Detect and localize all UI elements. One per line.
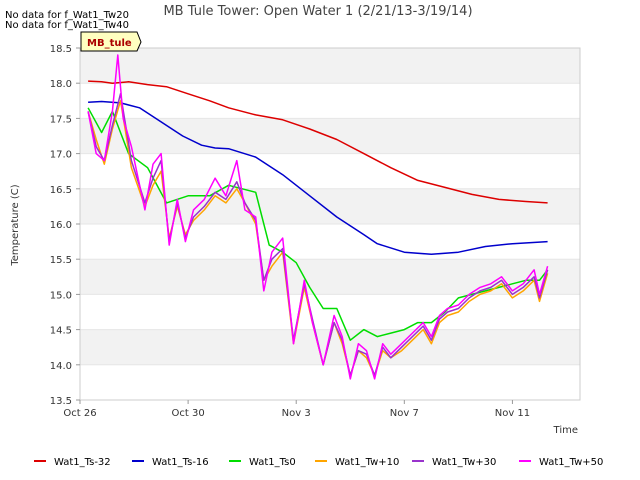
series-line-wat1-ts0 [87,107,549,341]
legend-label: Wat1_Ts0 [249,457,296,468]
y-tick-label: 17.5 [50,114,72,125]
no-data-note-2: No data for f_Wat1_Tw40 [5,20,129,31]
x-tick-label: Nov 7 [390,408,419,419]
x-axis-ticks: Oct 26 Oct 30 Nov 3 Nov 7 Nov 11 [63,400,530,419]
site-tag-box [80,31,142,52]
chart-title: MB Tule Tower: Open Water 1 (2/21/13-3/1… [163,4,472,19]
x-tick-label: Oct 26 [63,408,96,419]
y-tick-label: 14.5 [50,326,72,337]
legend-label: Wat1_Ts-16 [152,457,209,468]
y-axis-title: Temperature (C) [10,184,21,266]
legend-label: Wat1_Ts-32 [54,457,111,468]
y-tick-label: 15.0 [50,290,72,301]
series-line-wat1-tw-50 [87,54,549,380]
series-line-wat1-ts-16 [88,100,548,256]
site-tag-label: MB_tule [87,38,132,49]
x-axis-title: Time [553,425,578,436]
site-tag: MB_tule [80,31,142,52]
grid-band [80,118,580,154]
y-tick-label: 16.5 [50,185,72,196]
x-tick-label: Nov 3 [282,408,311,419]
no-data-note-1: No data for f_Wat1_Tw20 [5,10,129,21]
legend-label: Wat1_Tw+10 [335,457,399,468]
y-tick-label: 16.0 [50,220,72,231]
y-tick-label: 14.0 [50,361,72,372]
y-tick-label: 13.5 [50,396,72,407]
y-tick-label: 18.0 [50,79,72,90]
grid-bands [80,48,580,401]
x-tick-label: Oct 30 [172,408,205,419]
grid-band [80,188,580,224]
grid-band [80,48,580,84]
legend-label: Wat1_Tw+30 [432,457,496,468]
legend: Wat1_Ts-32 Wat1_Ts-16 Wat1_Ts0 Wat1_Tw+10 Wa… [34,457,603,468]
y-tick-label: 15.5 [50,255,72,266]
y-axis-ticks: 13.5 14.0 14.5 15.0 15.5 16.0 16.5 17.0 17.5 18.0… [50,44,80,407]
x-tick-label: Nov 11 [495,408,530,419]
y-tick-label: 18.5 [50,44,72,55]
series-lines [87,54,549,380]
legend-label: Wat1_Tw+50 [539,457,603,468]
series-line-wat1-ts-32 [88,80,548,204]
y-tick-label: 17.0 [50,150,72,161]
